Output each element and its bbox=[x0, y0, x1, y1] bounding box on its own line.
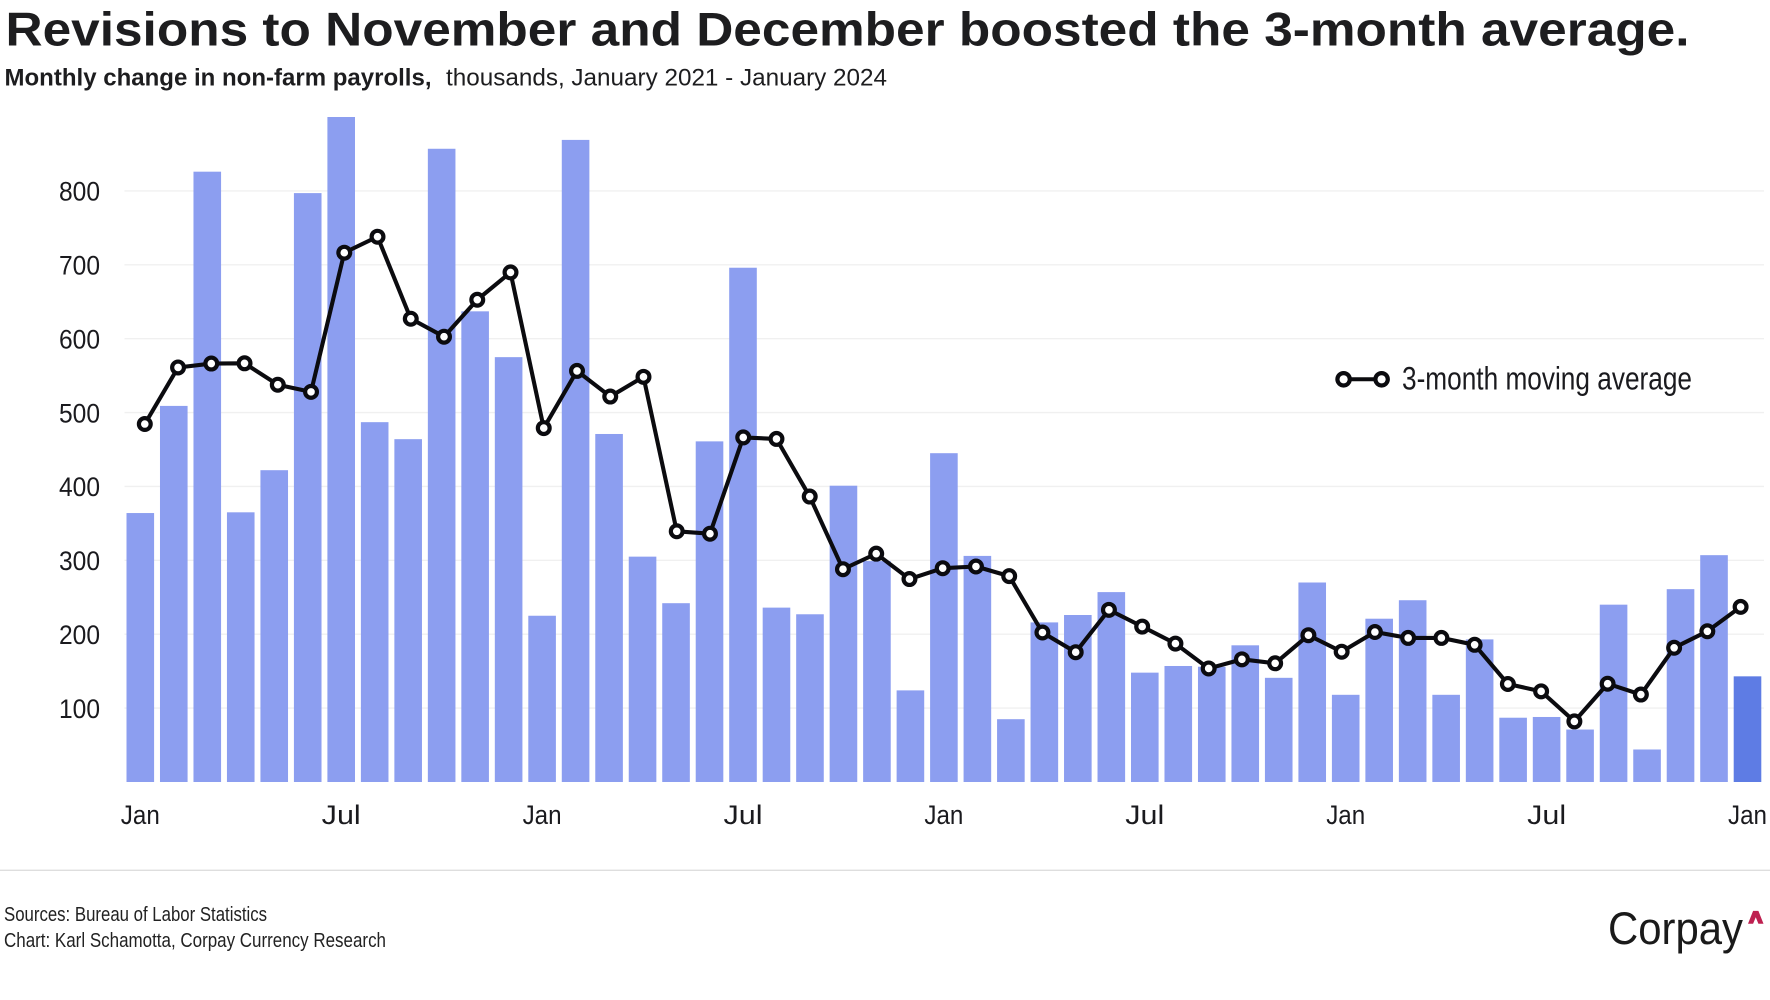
svg-text:500: 500 bbox=[59, 398, 100, 428]
svg-text:Jan: Jan bbox=[1728, 800, 1767, 830]
svg-text:Jul: Jul bbox=[1125, 800, 1164, 830]
svg-text:Sources: Bureau of Labor Stati: Sources: Bureau of Labor Statistics bbox=[4, 904, 267, 926]
svg-text:Corpay: Corpay bbox=[1608, 903, 1743, 954]
svg-text:200: 200 bbox=[59, 620, 100, 650]
svg-text:800: 800 bbox=[59, 177, 100, 207]
svg-text:Jul: Jul bbox=[724, 800, 763, 830]
svg-text:Jan: Jan bbox=[1326, 800, 1365, 830]
svg-text:Jan: Jan bbox=[924, 800, 963, 830]
svg-text:100: 100 bbox=[59, 694, 100, 724]
svg-text:thousands, January 2021 - Janu: thousands, January 2021 - January 2024 bbox=[446, 64, 887, 91]
svg-text:Chart: Karl Schamotta, Corpay: Chart: Karl Schamotta, Corpay Currency R… bbox=[4, 930, 386, 952]
svg-text:600: 600 bbox=[59, 325, 100, 355]
svg-text:3-month moving average: 3-month moving average bbox=[1402, 361, 1692, 397]
svg-text:Revisions to November and Dece: Revisions to November and December boost… bbox=[6, 3, 1690, 56]
svg-text:Monthly change in non-farm pay: Monthly change in non-farm payrolls, bbox=[5, 64, 432, 91]
svg-text:300: 300 bbox=[59, 546, 100, 576]
svg-text:700: 700 bbox=[59, 251, 100, 281]
svg-text:Jul: Jul bbox=[1527, 800, 1566, 830]
svg-text:Jan: Jan bbox=[523, 800, 562, 830]
svg-text:400: 400 bbox=[59, 472, 100, 502]
svg-text:Jan: Jan bbox=[121, 800, 160, 830]
svg-text:Jul: Jul bbox=[322, 800, 361, 830]
